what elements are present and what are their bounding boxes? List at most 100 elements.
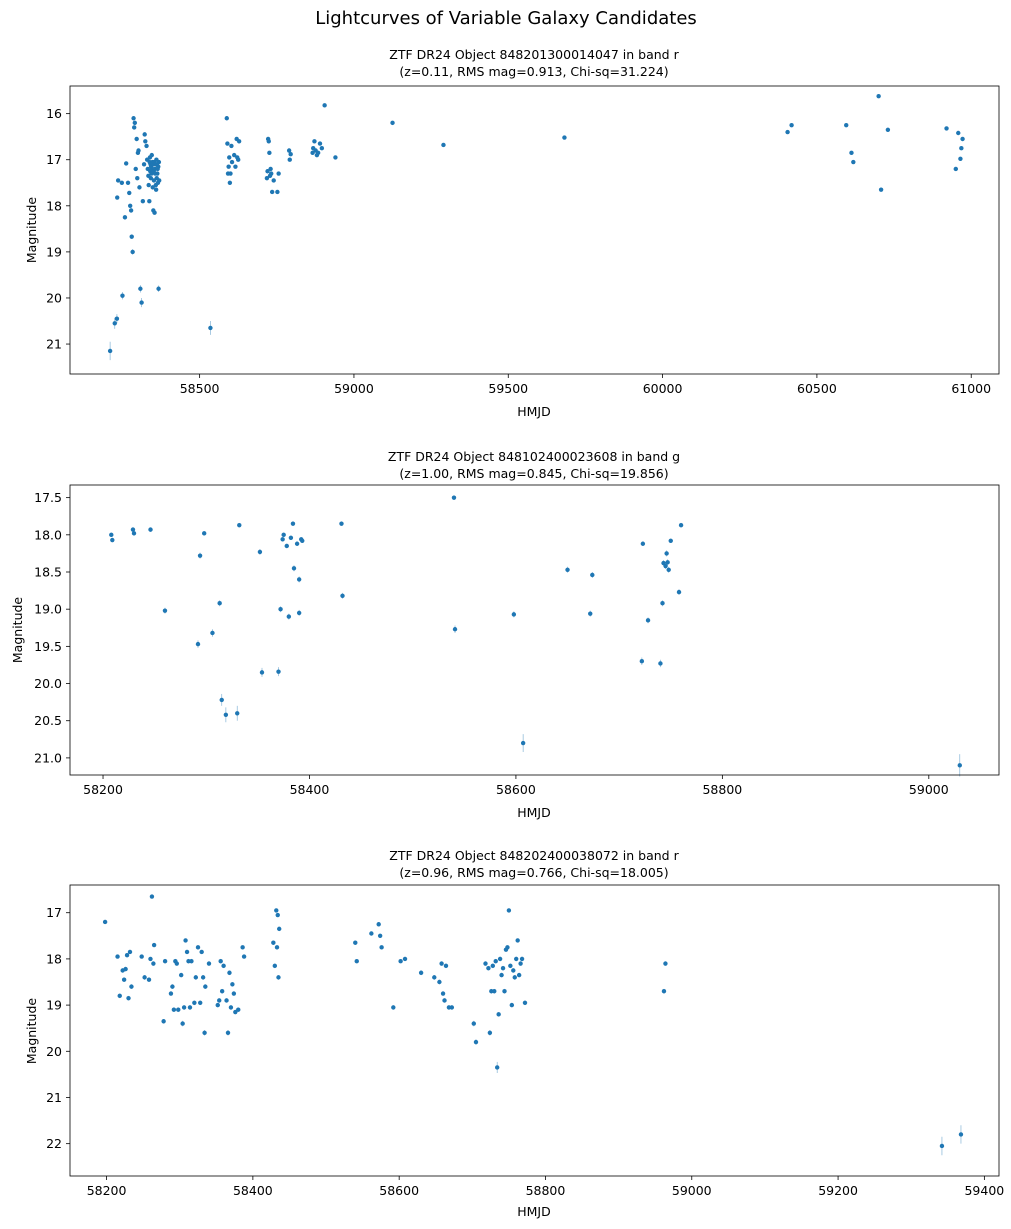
panel-2-data-point bbox=[217, 601, 222, 606]
panel-1-data-point bbox=[128, 208, 134, 213]
panel-3-ytick-label: 22 bbox=[46, 1136, 62, 1151]
panel-3-ytick-label: 21 bbox=[46, 1090, 62, 1105]
panel-1-data-point bbox=[944, 126, 949, 131]
panel-1-data-point bbox=[137, 185, 142, 190]
panel-2-data-point bbox=[257, 549, 263, 555]
panel-2-data-point bbox=[511, 612, 517, 617]
panel-2-xtick-label: 59000 bbox=[909, 782, 949, 797]
panel-1-data-point bbox=[236, 139, 242, 144]
panel-1-data-point bbox=[275, 189, 280, 195]
panel-2-data-point bbox=[588, 611, 593, 616]
panel-3-data-point bbox=[221, 963, 226, 969]
panel-1-data-point bbox=[956, 130, 961, 136]
panel-1-data-point bbox=[147, 199, 152, 204]
panel-3-data-point bbox=[151, 961, 156, 966]
panel-2-data-point bbox=[639, 659, 645, 664]
panel-1-data-point bbox=[312, 139, 317, 144]
panel-1-data-point bbox=[120, 293, 125, 298]
panel-2-data-point bbox=[280, 537, 285, 542]
panel-2-data-point bbox=[339, 521, 344, 526]
panel-3-data-point bbox=[442, 998, 447, 1003]
panel-1-xtick-label: 58500 bbox=[180, 381, 220, 396]
panel-3-data-point bbox=[151, 942, 157, 948]
panel-3-data-point bbox=[198, 1000, 203, 1005]
panel-3-data-point bbox=[139, 954, 144, 959]
panel-3-data-point bbox=[440, 991, 446, 996]
panel-3-data-point bbox=[215, 1002, 220, 1008]
panel-3-ytick-label: 19 bbox=[46, 998, 62, 1013]
panel-3-data-point bbox=[174, 961, 179, 966]
panel-3-ytick-label: 18 bbox=[46, 951, 62, 966]
panel-3-data-point bbox=[148, 956, 153, 962]
panel-1-xlabel: HMJD bbox=[517, 404, 551, 419]
panel-1-data-point bbox=[960, 136, 965, 142]
panel-1-data-point bbox=[229, 143, 234, 149]
lightcurve-panel-3: ZTF DR24 Object 848202400038072 in band … bbox=[24, 848, 1004, 1219]
panel-1-data-point bbox=[271, 178, 276, 183]
panel-3-data-point bbox=[181, 1005, 187, 1010]
panel-1-data-point bbox=[119, 180, 125, 185]
panel-3-data-point bbox=[193, 975, 199, 980]
panel-3-data-point bbox=[661, 989, 667, 994]
panel-3-data-point bbox=[126, 995, 131, 1001]
panel-1-data-point bbox=[226, 164, 231, 169]
panel-1-data-point bbox=[267, 150, 272, 156]
panel-2-data-point bbox=[219, 697, 224, 703]
panel-3-data-point bbox=[432, 975, 437, 980]
panel-3-data-point bbox=[124, 953, 130, 958]
lightcurve-panel-2: ZTF DR24 Object 848102400023608 in band … bbox=[10, 449, 1000, 820]
panel-1-data-point bbox=[141, 162, 147, 167]
panel-3-data-point bbox=[127, 949, 133, 955]
panel-1-ylabel: Magnitude bbox=[24, 197, 39, 264]
panel-1-data-point bbox=[146, 182, 151, 188]
panel-1-xtick-label: 59000 bbox=[334, 381, 374, 396]
panel-2-data-point bbox=[109, 532, 114, 538]
panel-1-data-point bbox=[208, 325, 213, 331]
panel-3-data-point bbox=[398, 959, 403, 964]
panel-3-data-point bbox=[161, 1019, 166, 1024]
panel-3-data-point bbox=[224, 998, 229, 1003]
panel-3-data-point bbox=[200, 975, 206, 980]
panel-1-data-point bbox=[317, 141, 323, 146]
panel-1-data-point bbox=[133, 166, 138, 172]
panel-1-data-point bbox=[130, 249, 135, 255]
panel-3-data-point bbox=[271, 940, 276, 945]
panel-2-xtick-label: 58400 bbox=[290, 782, 330, 797]
panel-3-title: ZTF DR24 Object 848202400038072 in band … bbox=[389, 848, 679, 863]
panel-3-data-point bbox=[146, 977, 152, 982]
panel-2-data-point bbox=[296, 577, 302, 582]
panel-3-data-point bbox=[522, 1000, 528, 1005]
panel-3-data-point bbox=[236, 1007, 241, 1012]
panel-3-data-point bbox=[162, 959, 168, 964]
panel-1-data-point bbox=[276, 171, 281, 176]
panel-1-data-point bbox=[333, 155, 338, 160]
panel-3-data-point bbox=[117, 993, 122, 999]
panel-1-xtick-label: 59500 bbox=[488, 381, 528, 396]
panel-2-data-point bbox=[148, 527, 153, 532]
panel-1-data-point bbox=[152, 210, 157, 215]
panel-1-data-point bbox=[441, 142, 446, 148]
panel-1-data-point bbox=[122, 215, 128, 220]
panel-1-data-point bbox=[227, 155, 232, 160]
panel-1-xtick-label: 60000 bbox=[643, 381, 683, 396]
panel-2-data-point bbox=[195, 641, 201, 647]
panel-3-data-point bbox=[171, 1007, 177, 1012]
panel-2-data-point bbox=[957, 763, 962, 768]
panel-3-xtick-label: 58600 bbox=[379, 1183, 419, 1198]
panel-1-data-point bbox=[140, 199, 146, 204]
panel-2-data-point bbox=[197, 553, 203, 558]
panel-3-data-point bbox=[471, 1021, 476, 1026]
panel-3-data-point bbox=[149, 894, 155, 899]
panel-2-data-point bbox=[565, 567, 570, 572]
panel-2-data-point bbox=[281, 532, 286, 538]
panel-3-data-point bbox=[516, 972, 522, 978]
panel-3-data-point bbox=[187, 1005, 193, 1010]
panel-3-data-point bbox=[274, 945, 280, 950]
panel-2-ytick-label: 19.0 bbox=[34, 602, 62, 617]
panel-1-data-point bbox=[265, 169, 270, 174]
panel-3-data-point bbox=[180, 1021, 185, 1026]
panel-3-data-point bbox=[483, 961, 488, 966]
panel-1-data-point bbox=[131, 125, 137, 130]
panel-1-data-point bbox=[228, 171, 233, 176]
